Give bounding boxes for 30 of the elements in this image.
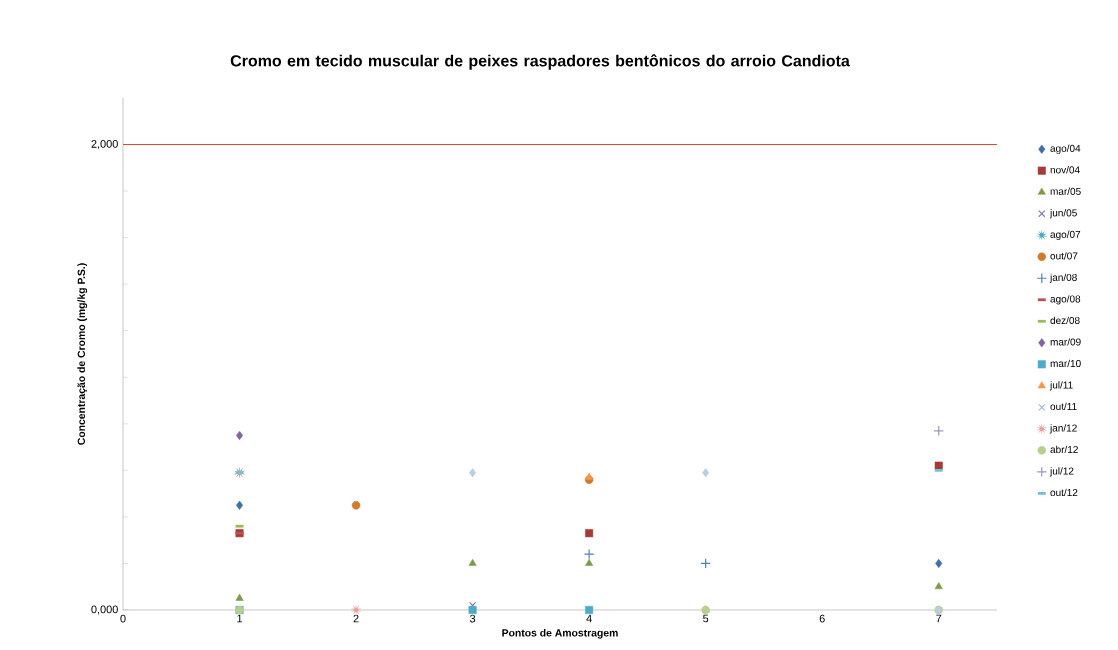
y-tick-label: 2,000 [91, 140, 118, 150]
x-axis-title: Pontos de Amostragem [502, 628, 618, 639]
legend-label: mar/09 [1050, 338, 1081, 346]
legend-label: ago/08 [1050, 295, 1081, 305]
legend-label: jan/08 [1049, 273, 1077, 283]
x-tick-label: 3 [469, 614, 476, 623]
x-tick-label: 0 [120, 614, 126, 623]
x-tick-label: 5 [703, 614, 709, 623]
legend-label: out/11 [1050, 402, 1077, 411]
x-tick-label: 6 [819, 614, 825, 623]
legend-label: dez/08 [1050, 316, 1080, 324]
legend-label: abr/12 [1050, 445, 1078, 454]
legend-label: jan/12 [1049, 424, 1077, 434]
legend-label: ago/07 [1050, 230, 1081, 240]
y-tick-label: 0,000 [91, 605, 118, 615]
legend-label: ago/04 [1050, 144, 1081, 154]
x-tick-label: 7 [936, 614, 942, 623]
legend-label: jun/05 [1049, 209, 1077, 219]
legend-label: out/12 [1050, 488, 1078, 497]
y-axis-title: Concentração de Cromo (mg/kg P.S.) [77, 263, 88, 445]
legend-label: jul/12 [1049, 467, 1074, 477]
x-tick-label: 4 [586, 614, 592, 623]
x-tick-label: 1 [237, 614, 243, 623]
chart-title: Cromo em tecido muscular de peixes raspadores bentônicos do arroio Candiota [230, 54, 850, 70]
legend-label: jul/11 [1049, 381, 1073, 391]
legend-label: nov/04 [1050, 166, 1080, 174]
x-tick-label: 2 [353, 614, 359, 623]
legend-label: mar/05 [1050, 187, 1081, 195]
legend-label: out/07 [1050, 252, 1078, 260]
legend-label: mar/10 [1050, 359, 1081, 368]
